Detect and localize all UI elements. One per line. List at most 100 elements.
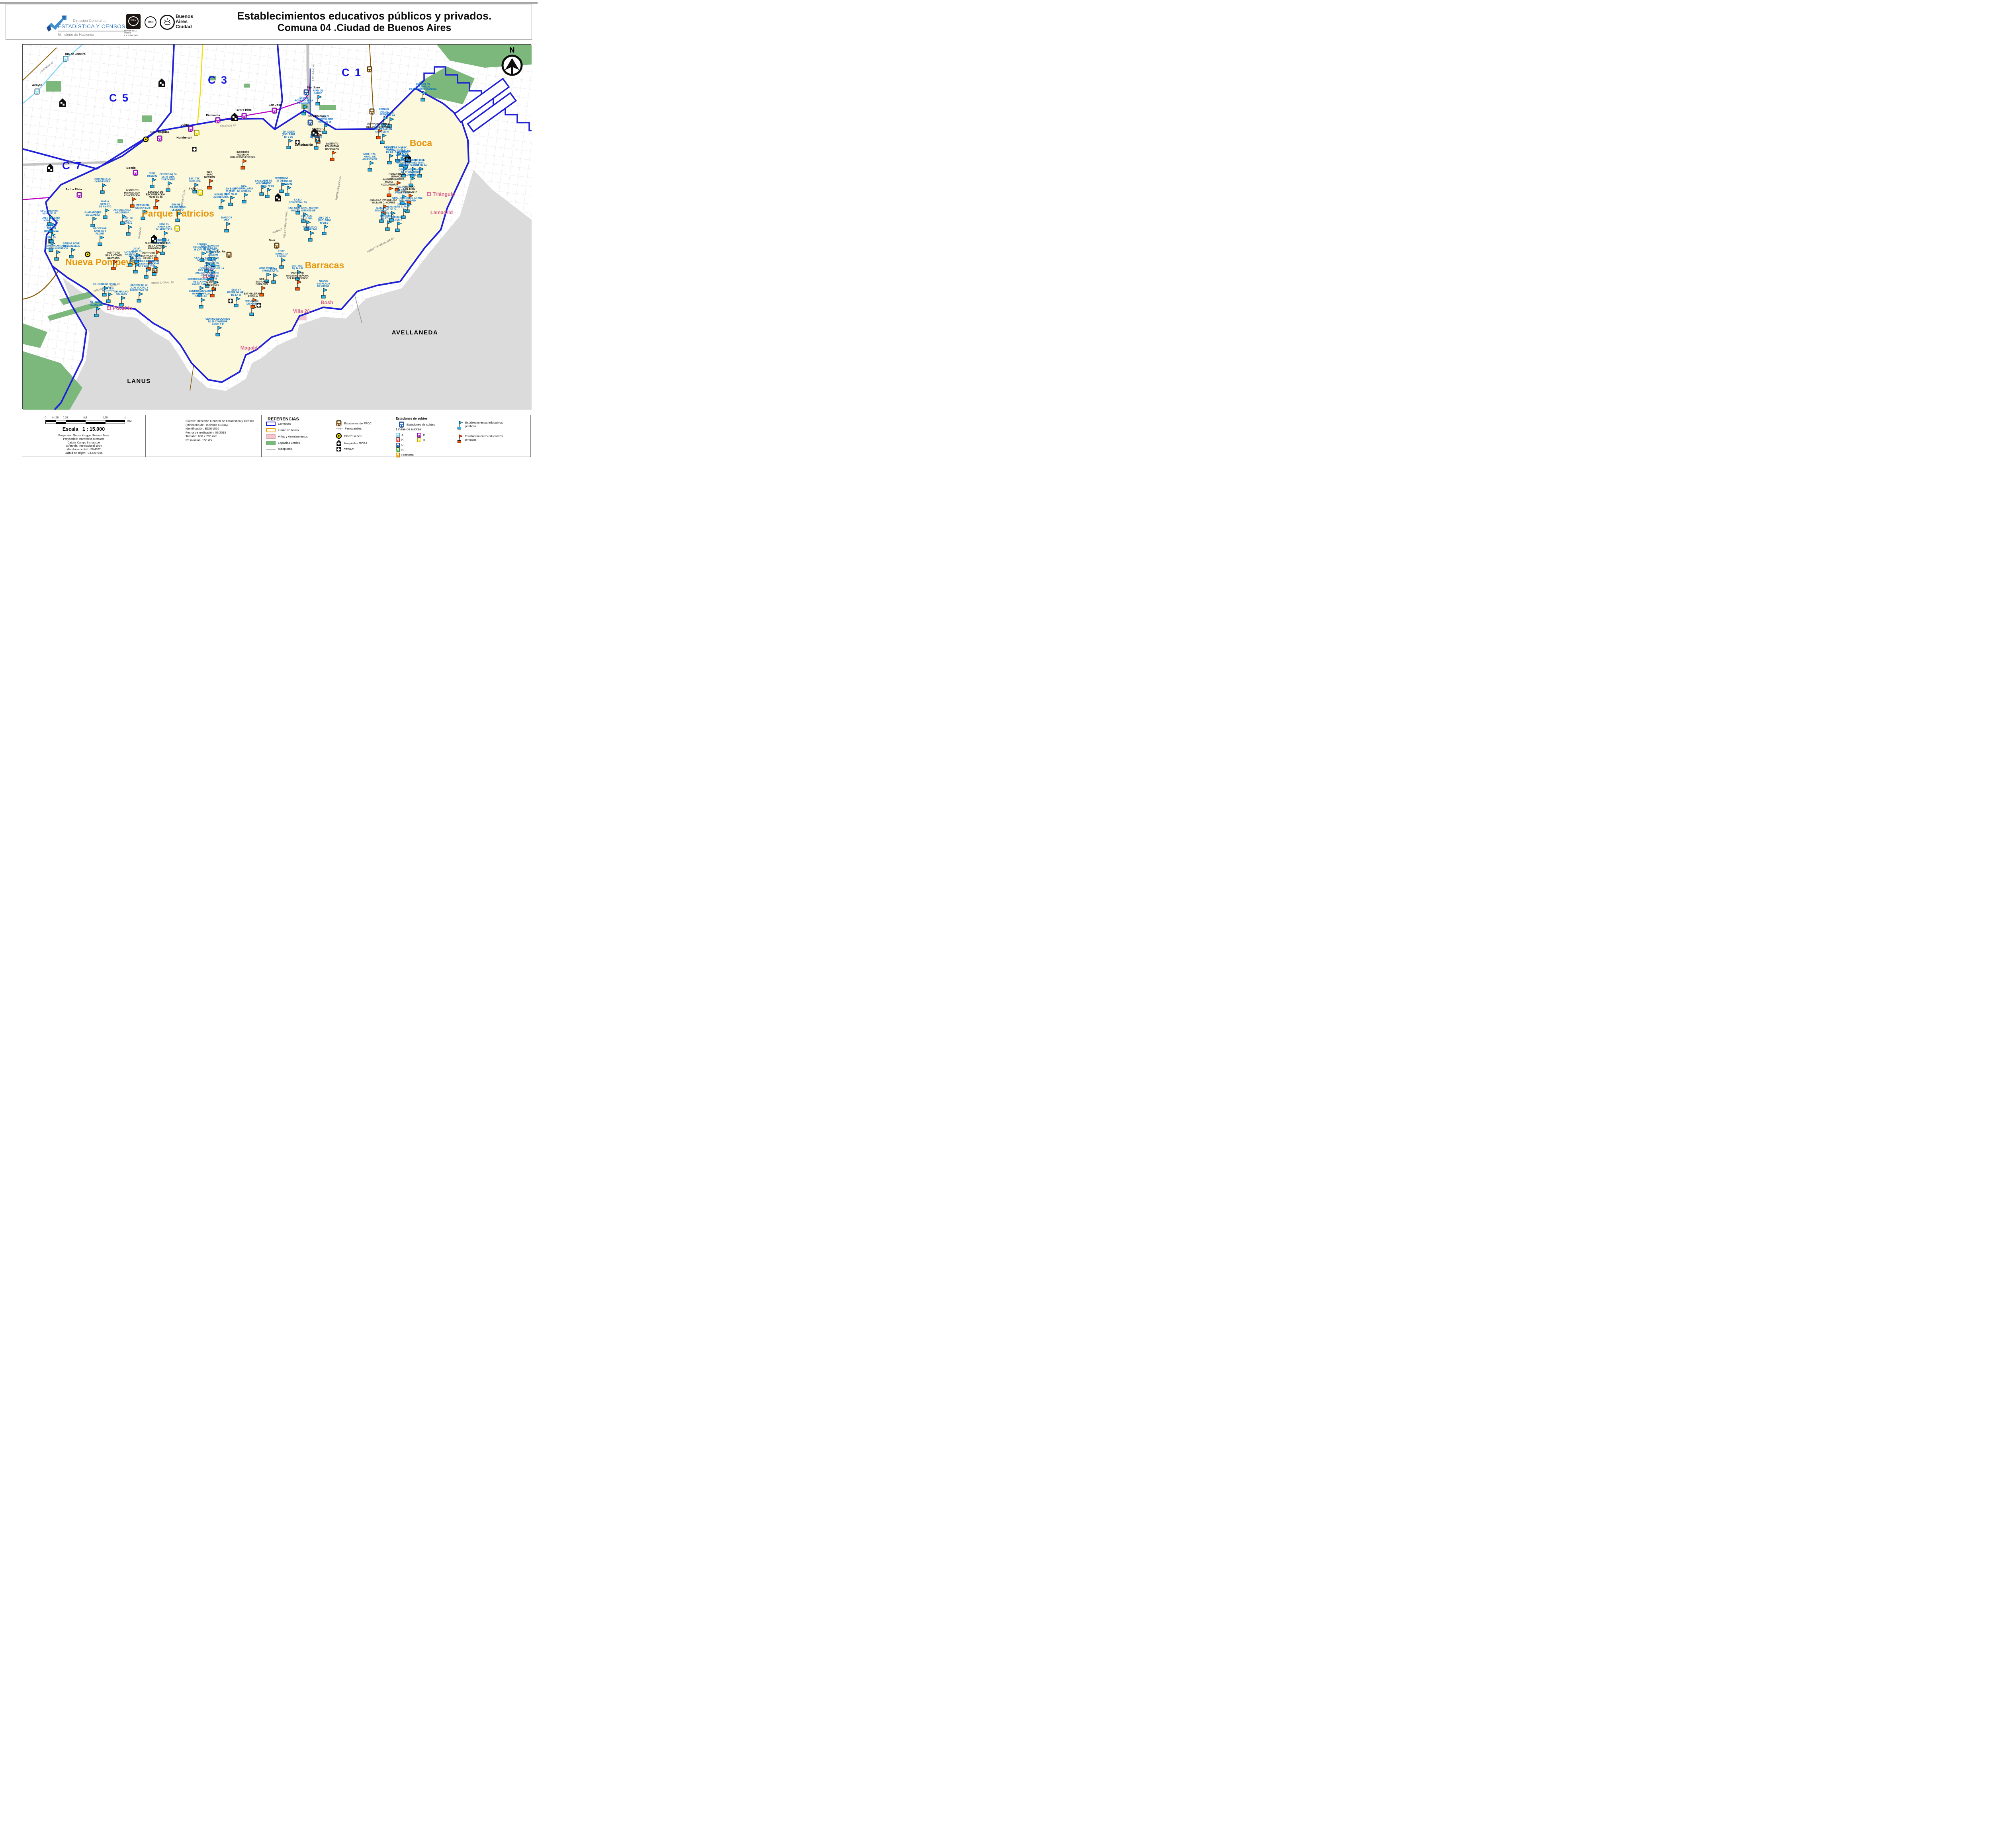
school-flag-pub[interactable]: ENS N§ 05 GRAL. MARTIN MIGUEL GUEMES DE <box>288 207 319 223</box>
subte-line-Premetro[interactable]: Premetro <box>396 452 414 457</box>
school-flag-pub[interactable]: MARCOS PAZ <box>221 217 232 232</box>
school-flag-priv[interactable]: ESCUELA EVANGELICA WILLIAM C. MORRIS <box>370 199 397 215</box>
school-flag-priv[interactable]: COLEGIO SAN JUAN EVANGELISTA <box>401 186 418 204</box>
school-flag-priv[interactable]: INSTITUTO FEDERICO GUILLERMO FRŒBEL <box>230 151 256 170</box>
school-flag-pub[interactable]: PROVINCIA DE CORRIENTES <box>94 178 111 194</box>
school-flag-pub[interactable]: LORENZO ANADON <box>124 251 136 267</box>
subte-line-H[interactable]: H <box>417 438 425 443</box>
school-flag-pub[interactable]: AERONAUTICA ARGENTINA <box>113 209 131 225</box>
cesac-marker[interactable] <box>256 303 261 308</box>
school-flag-pub[interactable]: SABINA BOVE DE BOZZALLA <box>63 243 80 258</box>
legend-cesac[interactable]: CESAC <box>336 447 354 452</box>
school-flag-pub[interactable]: CENTRO EDUCATIVO Nº 28 (CFP N§ 09) <box>193 244 211 262</box>
legend-comunas[interactable]: Comunas <box>266 422 291 426</box>
legend-estaciones-ffcc[interactable]: Estaciones de FFCC <box>336 420 372 426</box>
school-flag-pub[interactable]: ESC. TEC. N§ 33 FUN <box>102 287 114 303</box>
station-marker[interactable] <box>157 135 162 142</box>
school-flag-pub[interactable]: LICEO COMERCIAL N§ <box>289 199 307 215</box>
school-flag-pub[interactable]: REPUBLICA DE HAITI <box>244 301 259 316</box>
school-flag-pub[interactable]: GRAL. GREGORIO ARAOZ DE LAMADRID <box>392 197 422 213</box>
school-flag-pub[interactable]: CENS N§ 75 DE 05 <box>149 260 160 276</box>
school-flag-pub[interactable]: EI N§ 09 DE 05 <box>209 275 219 291</box>
school-flag-pub[interactable]: EI N§ 06 DE 19 <box>46 236 56 252</box>
school-flag-priv[interactable]: INST. ISAAC NEWTON <box>204 171 215 189</box>
school-flag-pub[interactable]: CENTRO EDUCATIVO N§ 11 COM. PADRE DANIE <box>188 278 212 297</box>
legend-escuelas-publicas[interactable]: Establecimientos educativos públicos <box>457 421 503 430</box>
school-flag-pub[interactable]: PROVINCIA DE SAN LUIS <box>135 205 151 220</box>
school-flag-pub[interactable]: JIN B DE 04 (ESC. PRIM. N§ 10 <box>395 187 409 205</box>
school-flag-pub[interactable]: PROFESOR CARLOS J FLORIT <box>93 228 107 246</box>
legend-espacios-verdes[interactable]: Espacios verdes <box>266 441 300 445</box>
school-flag-pub[interactable]: JIN B DE 05 (ESC. PRIM. Nº 08 <box>260 180 274 198</box>
subte-line-D[interactable]: D <box>396 447 403 453</box>
school-flag-priv[interactable]: INSTITUTO VITRA <box>312 128 325 144</box>
school-flag-pub[interactable]: CONTRALMIRANTE MARTIN GUERRICO <box>45 245 68 261</box>
cesac-marker[interactable] <box>192 147 197 152</box>
school-flag-pub[interactable]: ESC. TEC. N§ 14 LIB <box>291 265 303 281</box>
school-flag-pub[interactable]: ESC. INF. N§ 07 DE 04 <box>384 146 395 164</box>
subte-line-B[interactable]: B <box>396 438 403 443</box>
school-flag-pub[interactable]: CARLOS R VIGNALE <box>395 152 407 167</box>
school-flag-pub[interactable]: JIC N§ 03 DE 05 <box>268 268 279 284</box>
school-flag-pub[interactable]: JIN A DE 5 (ESC. PRIM. N§ 7 DE <box>282 131 296 149</box>
school-flag-pub[interactable]: IGNACIO FERMIN RODRIGUEZ <box>44 225 59 243</box>
school-flag-pub[interactable]: ESC. TEC. N§ 31 MAE <box>397 203 410 219</box>
cesac-marker[interactable] <box>295 140 300 145</box>
school-flag-pub[interactable]: CENTRO N§ 20 COMEDOR COMUNITARIO VILLA <box>199 262 224 281</box>
school-flag-pub[interactable]: DR. GENARO SISTO <box>93 283 116 297</box>
school-flag-pub[interactable]: CENTRO EDUCATIVO No 61 CAPILLA SAN BLAS <box>189 290 213 309</box>
school-flag-priv[interactable]: INSTITUTO SAN ANTONIO DE PADUA <box>105 252 122 270</box>
school-flag-priv[interactable]: HOGAR DE LA INFANCIA DE LA BOCA <box>389 173 406 191</box>
school-flag-pub[interactable]: REP. DE HAITI -ANEXO PARROQUIA CAACUPE <box>195 270 219 288</box>
school-flag-pub[interactable]: ENS N§ 11 DR. RICARDO LEVENE D <box>170 204 186 222</box>
school-flag-priv[interactable]: ESCUELA DE RECUPERACION N§ 06 DE 06 <box>146 191 166 209</box>
school-flag-pub[interactable]: MARIA SILVENTI DE AMATO <box>99 201 111 219</box>
station-marker[interactable] <box>34 88 40 95</box>
school-flag-pub[interactable]: JIN B DE 05 (ESC. PRIM. No 26 <box>224 188 238 206</box>
legend-villas[interactable]: Villas y Asentamientos <box>266 434 308 439</box>
school-flag-pub[interactable]: ESC. TEC. N§ 10 FRA <box>301 215 313 231</box>
cgpc-marker[interactable] <box>84 251 91 258</box>
school-flag-pub[interactable]: PROVINCIA DE FORMOSA <box>155 240 171 255</box>
school-flag-pub[interactable]: CENS N§ 32 DE 4 <box>392 217 403 232</box>
school-flag-pub[interactable]: ESC. HOSPITALARIA N§ 02 DE 05 <box>235 185 253 203</box>
school-flag-pub[interactable]: DR. PEDRO MELITON LEDESMA <box>129 255 142 273</box>
station-marker[interactable] <box>272 107 277 114</box>
school-flag-pub[interactable]: EI N§06 ROSARIO VERA PENALOZA <box>295 97 313 115</box>
school-flag-pub[interactable]: CENS N§ 49 DE 05 <box>282 181 293 196</box>
school-flag-pub[interactable]: FRAY MAMERTO ESQUIU <box>276 250 288 269</box>
school-flag-pub[interactable]: CARLOS N. VERGARA <box>255 180 268 196</box>
school-flag-pub[interactable]: CENTRO EDUCATIVO N§ 07 COMEDOR LOS PIBE <box>399 169 423 187</box>
school-flag-pub[interactable]: FRANCISCO P. MORENO <box>303 226 317 242</box>
station-marker[interactable] <box>369 108 375 115</box>
school-flag-pub[interactable]: MIGUEL DE AZCUENAGA <box>213 194 229 209</box>
school-flag-pub[interactable]: EI N§ 05 MARIA EVA DUARTE DE P <box>156 223 172 242</box>
school-flag-pub[interactable]: JIC Nº 04 DE 05 <box>131 248 142 264</box>
school-flag-priv[interactable]: INSTITUTO INMACULADA CONCEPCION <box>124 189 141 208</box>
station-marker[interactable] <box>303 89 309 96</box>
school-flag-pub[interactable]: CENS N§ 45 DE 04 <box>386 206 397 222</box>
station-marker[interactable] <box>367 66 372 72</box>
station-marker[interactable] <box>274 242 280 249</box>
station-marker[interactable] <box>307 119 313 126</box>
legend-ferrocarriles[interactable]: Ferrocarriles <box>336 427 362 430</box>
school-flag-priv[interactable]: BACHILLERATO POPULA <box>244 293 262 309</box>
school-flag-pub[interactable]: ESC. HOSPITALARIA N§ 03 DE 05 <box>316 116 334 134</box>
school-flag-pub[interactable]: CARLOS DELLA PENNA <box>379 108 389 127</box>
school-flag-pub[interactable]: ESCUELA INFANTIL Nº 12 DE 05 <box>206 249 220 267</box>
station-marker[interactable] <box>76 192 82 198</box>
legend-limite-barrio[interactable]: Límite de barrio <box>266 428 299 432</box>
school-flag-pub[interactable]: ESC. DE EDUC. MEDIA <box>123 217 133 236</box>
school-flag-pub[interactable]: CENTRO N§ 23 CLUB SOCIAL Y DEPORTIVO FR <box>130 284 148 303</box>
school-flag-pub[interactable]: JOSE PEDRO VARELA <box>259 268 275 283</box>
station-marker[interactable] <box>194 130 199 136</box>
school-flag-priv[interactable]: INSTITUTO NUESTRA SEÑORA DEL BUEN CONSE <box>286 272 309 291</box>
subte-line-A[interactable]: A <box>396 433 403 438</box>
school-flag-pub[interactable]: CENTRO EDUCATIVO Nº 88 (CFP N§ 9) <box>194 257 219 273</box>
school-flag-pub[interactable]: ESCUELA DE RECUPERACION N§ 04 DE 04 <box>373 126 392 144</box>
school-flag-priv[interactable]: INSTITUTO MADRE DE LOS MIGRANTES <box>366 124 390 139</box>
school-flag-priv[interactable]: NUESTRA SEÑORA DE LA DIVINA PROVIDENCIA <box>145 242 168 261</box>
legend-hospitales[interactable]: Hospitales GCBA <box>336 440 367 447</box>
station-marker[interactable] <box>188 126 194 132</box>
